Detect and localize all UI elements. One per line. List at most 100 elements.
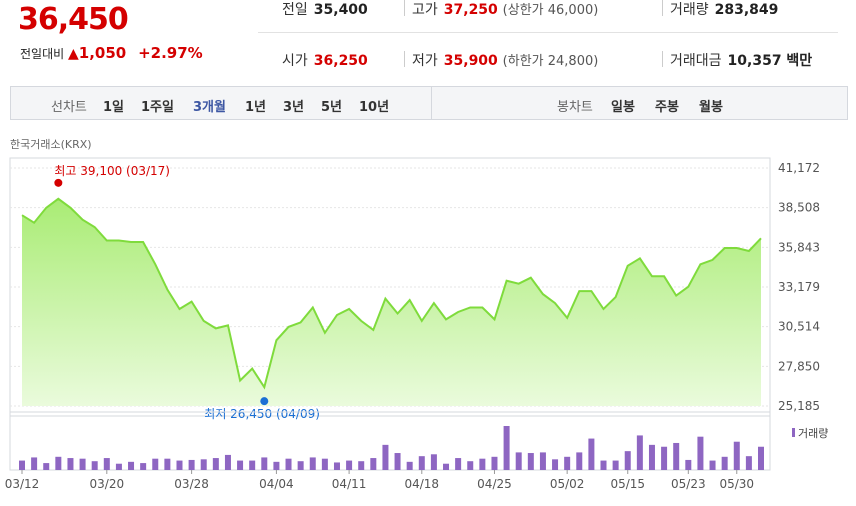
x-tick-label: 05/02 xyxy=(550,477,585,491)
volume-bar xyxy=(140,463,147,470)
volume-bar xyxy=(285,458,292,470)
low-value: 35,900 xyxy=(443,53,498,69)
price-change: 전일대비 ▲1,050 +2.97% xyxy=(20,44,203,62)
price-chart: 41,172 38,508 35,843 33,179 30,514 27,850 25,1… xyxy=(5,157,828,491)
volume-bar xyxy=(212,458,219,470)
volume-bar xyxy=(443,463,450,470)
volume-bar xyxy=(552,459,559,470)
candle-weekly[interactable]: 주봉 xyxy=(655,100,679,115)
period-1d[interactable]: 1일 xyxy=(103,100,125,115)
volume-bar xyxy=(19,460,25,470)
volume-bar xyxy=(382,444,389,470)
volume-bar xyxy=(624,451,631,470)
data-source: 한국거래소(KRX) xyxy=(10,138,92,151)
candle-monthly[interactable]: 월봉 xyxy=(699,100,723,115)
candle-daily[interactable]: 일봉 xyxy=(611,100,635,115)
volume-bar xyxy=(115,463,122,470)
divider xyxy=(404,51,405,67)
volume-bar xyxy=(309,457,316,470)
y-tick-label: 41,172 xyxy=(778,161,820,175)
volume-value: 283,849 xyxy=(714,2,779,18)
period-5y[interactable]: 5년 xyxy=(321,100,343,115)
volume-bar xyxy=(358,461,365,470)
lower-limit: (하한가 24,800) xyxy=(502,54,599,69)
prev-value: 35,400 xyxy=(313,2,368,18)
divider xyxy=(404,0,405,16)
open-value: 36,250 xyxy=(313,53,368,69)
stat-amount: 거래대금 10,357 백만 xyxy=(670,50,812,70)
change-percent: +2.97% xyxy=(138,44,203,62)
volume-bar xyxy=(491,456,498,470)
volume-legend-swatch xyxy=(792,428,795,437)
volume-bar xyxy=(636,435,643,470)
volume-bar xyxy=(333,462,340,470)
volume-bar xyxy=(479,458,486,470)
amount-value: 10,357 백만 xyxy=(727,53,813,69)
volume-bar xyxy=(128,461,135,470)
high-annotation: 최고 39,100 (03/17) xyxy=(54,164,170,178)
volume-bar xyxy=(733,441,740,470)
toolbar-divider xyxy=(431,87,432,119)
period-10y[interactable]: 10년 xyxy=(359,100,390,115)
period-3y[interactable]: 3년 xyxy=(283,100,305,115)
volume-bar xyxy=(515,452,522,470)
price-area xyxy=(22,198,761,406)
volume-bar xyxy=(685,459,692,470)
high-label: 고가 xyxy=(412,2,438,18)
volume-bar xyxy=(661,446,668,470)
x-tick-label: 05/15 xyxy=(610,477,645,491)
x-tick-label: 05/30 xyxy=(719,477,754,491)
volume-bar xyxy=(709,460,716,470)
x-tick-label: 04/25 xyxy=(477,477,512,491)
volume-label: 거래량 xyxy=(670,2,709,18)
volume-bar xyxy=(79,458,86,470)
volume-bar xyxy=(297,461,304,470)
y-tick-label: 33,179 xyxy=(778,280,820,294)
volume-bar xyxy=(55,456,62,470)
volume-bar xyxy=(273,461,280,470)
volume-bar xyxy=(721,456,728,470)
high-marker xyxy=(54,178,63,187)
volume-bar xyxy=(261,457,268,470)
period-1w[interactable]: 1주일 xyxy=(141,100,174,115)
upper-limit: (상한가 46,000) xyxy=(502,3,599,18)
prev-label: 전일 xyxy=(282,2,308,18)
volume-bar xyxy=(152,458,159,470)
volume-legend-label: 거래량 xyxy=(798,427,828,440)
y-tick-label: 38,508 xyxy=(778,201,820,215)
volume-bar xyxy=(758,446,764,470)
volume-bar xyxy=(394,453,401,470)
low-annotation: 최저 26,450 (04/09) xyxy=(204,407,320,421)
volume-bar xyxy=(588,438,595,470)
y-tick-label: 27,850 xyxy=(778,359,820,373)
volume-bar xyxy=(539,452,546,470)
volume-bar xyxy=(697,436,704,470)
line-chart-label: 선차트 xyxy=(51,100,87,115)
x-tick-label: 04/04 xyxy=(259,477,294,491)
price-line xyxy=(21,197,762,390)
stat-volume: 거래량 283,849 xyxy=(670,0,778,19)
x-tick-label: 03/28 xyxy=(174,477,209,491)
volume-bar xyxy=(200,459,207,470)
up-arrow-icon: ▲ xyxy=(68,46,79,62)
open-label: 시가 xyxy=(282,53,308,69)
candle-chart-label: 봉차트 xyxy=(557,100,593,115)
volume-bar xyxy=(31,457,38,470)
period-1y[interactable]: 1년 xyxy=(245,100,267,115)
x-tick-label: 03/12 xyxy=(5,477,40,491)
volume-bar xyxy=(612,460,619,470)
stat-low: 저가 35,900 (하한가 24,800) xyxy=(412,50,598,70)
change-value: 1,050 xyxy=(78,44,127,62)
divider xyxy=(662,51,663,67)
volume-bar xyxy=(321,458,328,470)
volume-bar xyxy=(503,426,510,470)
high-value: 37,250 xyxy=(443,2,498,18)
volume-bar xyxy=(370,458,377,470)
low-marker xyxy=(260,397,269,406)
divider xyxy=(258,32,838,33)
volume-bar xyxy=(43,463,50,470)
volume-bar xyxy=(224,454,231,470)
divider xyxy=(662,0,663,16)
period-3m[interactable]: 3개월 xyxy=(193,100,226,115)
volume-bar xyxy=(564,456,571,470)
